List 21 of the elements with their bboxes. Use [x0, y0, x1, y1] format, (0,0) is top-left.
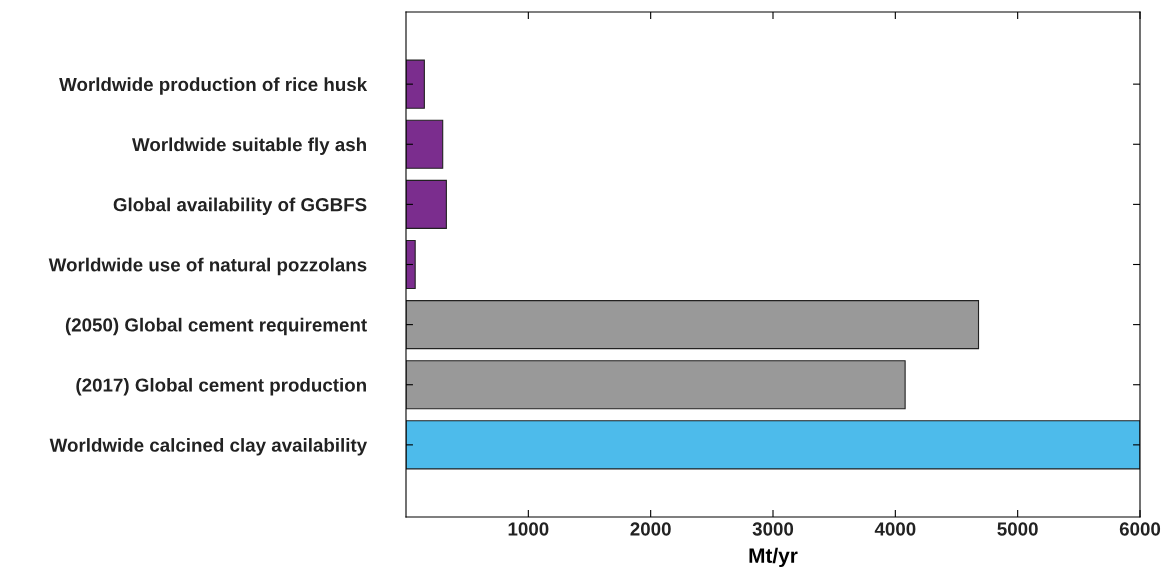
x-axis-title: Mt/yr	[749, 547, 798, 568]
x-tick-label: 5000	[997, 522, 1038, 536]
y-tick-label: (2017) Global cement production	[76, 377, 366, 396]
y-tick-label: Worldwide calcined clay availability	[49, 438, 368, 456]
x-tick-label: 1000	[508, 522, 549, 536]
x-tick-label: 3000	[752, 522, 794, 536]
bar	[406, 59, 425, 109]
bar	[406, 360, 906, 410]
bar	[406, 420, 1140, 470]
y-tick-label: Worldwide suitable fly ash	[132, 137, 366, 155]
x-tick-label: 4000	[874, 522, 916, 536]
bar	[406, 300, 980, 350]
y-tick-label: (2050) Global cement requirement	[65, 317, 367, 336]
bar	[406, 239, 416, 290]
y-tick-label: Worldwide production of rice husk	[59, 77, 368, 95]
y-tick-label: Worldwide use of natural pozzolans	[48, 257, 367, 276]
bar	[406, 119, 444, 169]
bar	[406, 179, 447, 229]
x-tick-label: 6000	[1119, 522, 1161, 536]
x-tick-label: 2000	[630, 522, 671, 536]
y-tick-label: Global availability of GGBFS	[113, 197, 367, 216]
